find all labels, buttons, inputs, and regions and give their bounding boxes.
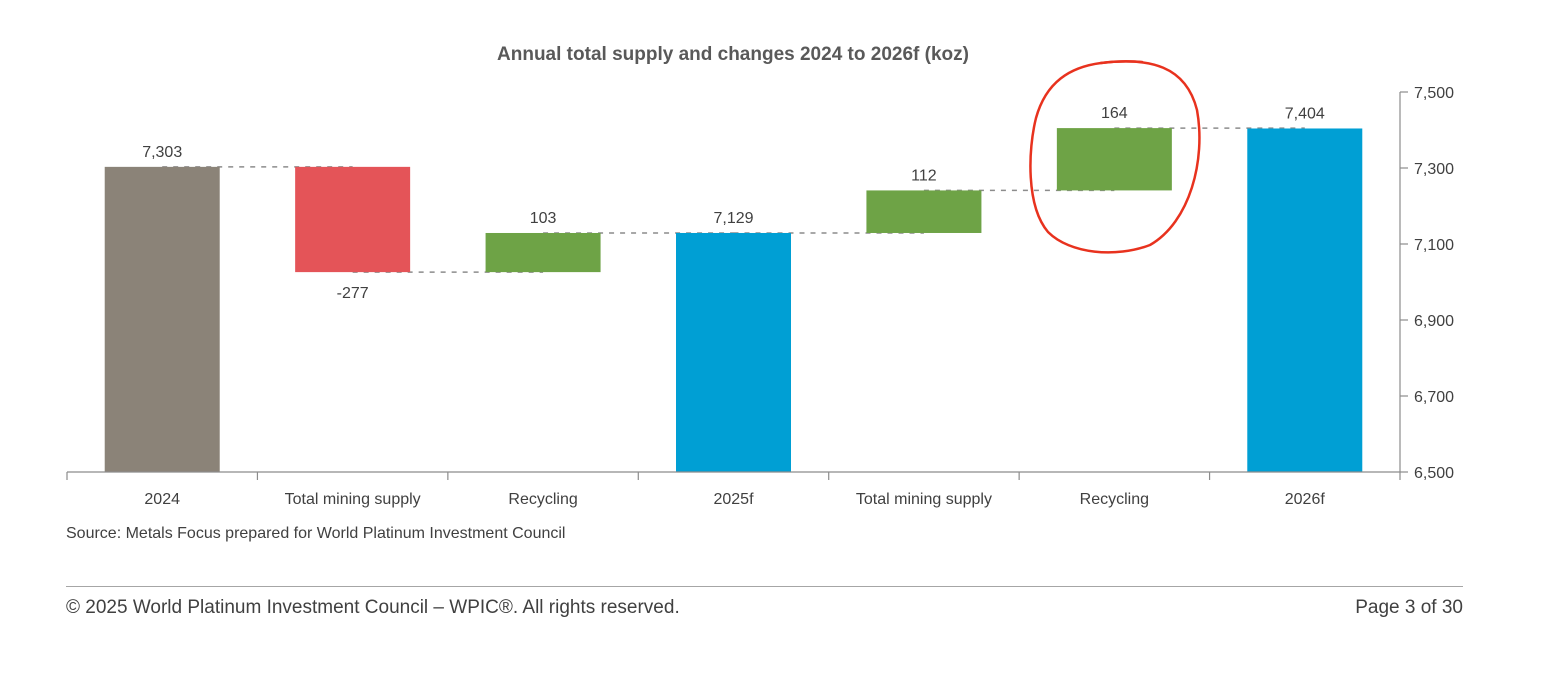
value-labels: 7,303 -277 103 7,129 112 164 7,404 <box>142 105 1325 302</box>
data-label-2: 103 <box>530 210 557 227</box>
y-tick-label-3: 7,100 <box>1414 237 1454 254</box>
x-tick-label-2: Recycling <box>508 491 577 508</box>
bar-6 <box>1247 128 1363 473</box>
bars <box>104 128 1363 473</box>
bar-3 <box>676 232 791 472</box>
data-label-0: 7,303 <box>142 144 182 161</box>
bar-4 <box>866 190 982 233</box>
footer-divider <box>66 586 1463 587</box>
y-tick-label-2: 6,900 <box>1414 313 1454 330</box>
x-tick-label-0: 2024 <box>144 491 180 508</box>
waterfall-chart: Annual total supply and changes 2024 to … <box>66 44 1454 508</box>
y-tick-label-1: 6,700 <box>1414 389 1454 406</box>
data-label-4: 112 <box>911 167 937 184</box>
axes: 2024 Total mining supply Recycling 2025f Tot… <box>66 85 1454 508</box>
x-tick-label-1: Total mining supply <box>285 491 421 508</box>
bar-2 <box>485 232 601 273</box>
annotation-circle <box>1029 60 1201 254</box>
chart-title: Annual total supply and changes 2024 to … <box>497 44 969 65</box>
bar-1 <box>295 166 411 273</box>
y-tick-label-5: 7,500 <box>1414 85 1454 102</box>
x-tick-label-6: 2026f <box>1285 491 1326 508</box>
data-label-5: 164 <box>1101 105 1128 122</box>
data-label-3: 7,129 <box>713 210 753 227</box>
page-number: Page 3 of 30 <box>1355 597 1463 618</box>
x-tick-label-5: Recycling <box>1080 491 1149 508</box>
x-tick-label-3: 2025f <box>713 491 754 508</box>
source-note: Source: Metals Focus prepared for World … <box>66 525 566 542</box>
y-tick-label-4: 7,300 <box>1414 161 1454 178</box>
y-tick-label-0: 6,500 <box>1414 465 1454 482</box>
copyright-text: © 2025 World Platinum Investment Council… <box>66 597 680 618</box>
data-label-1: -277 <box>337 285 369 302</box>
annotation-layer <box>1029 60 1201 254</box>
bar-0 <box>104 166 220 473</box>
x-tick-label-4: Total mining supply <box>856 491 992 508</box>
annotation-circle-overlap <box>1099 60 1144 65</box>
data-label-6: 7,404 <box>1285 105 1325 122</box>
bar-5 <box>1056 128 1172 191</box>
